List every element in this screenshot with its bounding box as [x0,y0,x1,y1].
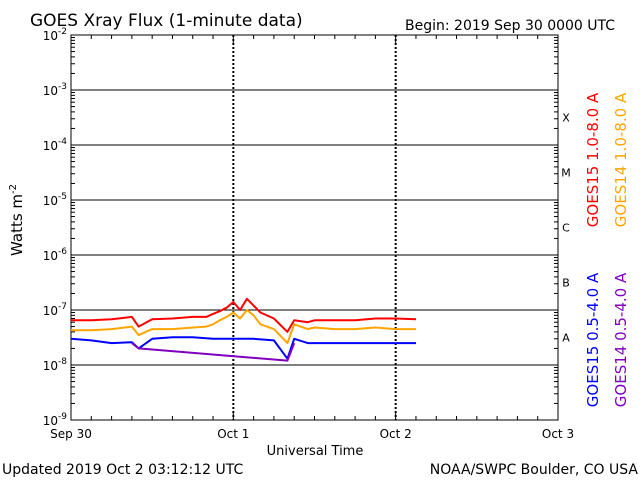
chart-title: GOES Xray Flux (1-minute data) [30,11,303,31]
legend: GOES15 1.0-8.0 A GOES14 1.0-8.0 A GOES15 0… [584,92,630,407]
y-tick-label: 10-5 [43,192,67,208]
x-tick-labels: Sep 30 Oct 1 Oct 2 Oct 3 [50,427,574,441]
y-tick-label: 10-6 [43,247,68,263]
legend-entry: GOES15 1.0-8.0 A [584,92,602,227]
y-tick-label: 10-8 [43,357,68,373]
series-line-goes14-0-5-4-0-a [131,342,296,362]
legend-entry: GOES14 1.0-8.0 A [612,92,630,227]
credit-label: NOAA/SWPC Boulder, CO USA [430,462,639,478]
series-line-goes14-1-0-8-0-a [71,309,416,345]
y-tick-label: 10-4 [43,137,68,153]
axis-ticks [70,35,559,420]
x-tick-label: Oct 2 [380,427,412,441]
legend-entry: GOES14 0.5-4.0 A [612,272,630,407]
flare-class-m: M [561,167,571,180]
series-line-goes15-1-0-8-0-a [71,297,417,333]
x-axis-label: Universal Time [267,444,364,459]
y-tick-labels: 10-9 10-8 10-7 10-6 10-5 10-4 10-3 10-2 [43,27,68,428]
y-tick-label: 10-3 [43,82,67,98]
flare-class-b: B [562,277,570,290]
x-tick-label: Oct 3 [542,427,574,441]
y-tick-label: 10-7 [43,302,67,318]
flare-class-a: A [562,332,570,345]
y-tick-label: 10-9 [43,412,68,428]
y-axis-label-exponent: -2 [8,184,19,194]
series-lines [70,297,417,362]
grid-lines [71,35,558,420]
flare-class-c: C [562,222,570,235]
plot-area [70,34,559,421]
legend-entry: GOES15 0.5-4.0 A [584,272,602,407]
x-tick-label: Sep 30 [50,427,92,441]
y-axis-label-text: Watts m [8,194,26,256]
flare-class-x: X [562,112,570,125]
flare-class-labels: A B C M X [561,112,571,345]
y-tick-label: 10-2 [43,27,67,43]
begin-label: Begin: 2019 Sep 30 0000 UTC [405,18,615,34]
x-tick-label: Oct 1 [217,427,249,441]
y-axis-label: Watts m-2 [8,184,26,256]
updated-label: Updated 2019 Oct 2 03:12:12 UTC [2,462,243,478]
